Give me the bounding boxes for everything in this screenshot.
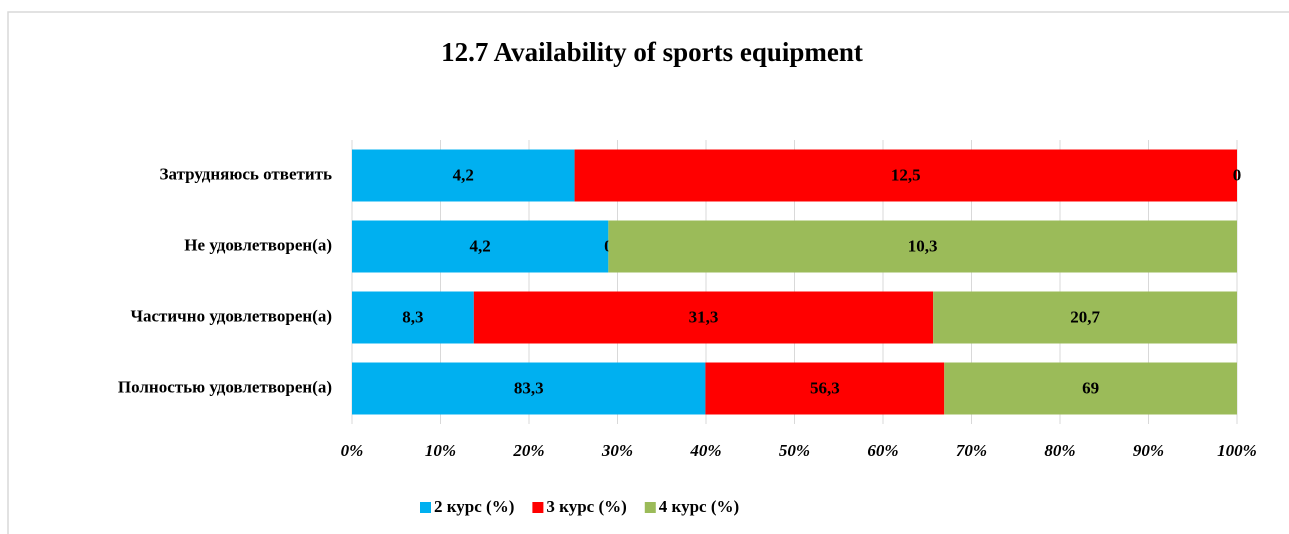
- y-tick-label: Не удовлетворен(а): [184, 235, 332, 254]
- data-label: 0: [1233, 165, 1242, 184]
- x-tick-label: 0%: [341, 441, 364, 460]
- legend-swatch: [532, 502, 544, 513]
- legend-label: 2 курс (%): [434, 497, 514, 516]
- data-label: 12,5: [891, 165, 921, 184]
- bar-segment: [933, 291, 1237, 344]
- bar-segment: [352, 291, 474, 344]
- data-label: 4,2: [470, 236, 491, 255]
- x-tick-label: 50%: [779, 441, 810, 460]
- data-label: 4,2: [453, 165, 474, 184]
- legend-swatch: [644, 502, 656, 513]
- data-label: 56,3: [810, 378, 840, 397]
- bar-segment: [944, 362, 1237, 415]
- x-tick-label: 100%: [1217, 441, 1257, 460]
- legend-label: 3 курс (%): [546, 497, 626, 516]
- legend-swatch: [420, 502, 431, 513]
- x-tick-label: 70%: [956, 441, 987, 460]
- x-tick-label: 40%: [689, 441, 721, 460]
- bar-segment: [705, 362, 945, 415]
- x-tick-label: 20%: [512, 441, 544, 460]
- bar-segment: [352, 220, 609, 273]
- bar-segment: [352, 149, 575, 202]
- bar-segment: [352, 362, 706, 415]
- x-tick-label: 80%: [1044, 441, 1075, 460]
- y-tick-label: Полностью удовлетворен(а): [118, 377, 332, 396]
- legend-label: 4 курс (%): [659, 497, 739, 516]
- data-label: 31,3: [689, 307, 719, 326]
- data-label: 20,7: [1070, 307, 1100, 326]
- x-tick-label: 30%: [601, 441, 633, 460]
- chart-title: 12.7 Availability of sports equipment: [441, 37, 863, 67]
- x-tick-label: 10%: [425, 441, 456, 460]
- bar-segment: [608, 220, 1237, 273]
- data-label: 10,3: [908, 236, 938, 255]
- data-label: 83,3: [514, 378, 544, 397]
- x-tick-label: 90%: [1133, 441, 1164, 460]
- chart-frame: [7, 11, 1289, 534]
- y-tick-label: Затрудняюсь ответить: [160, 164, 332, 183]
- bar-segment: [473, 291, 934, 344]
- data-label: 69: [1082, 378, 1099, 397]
- x-tick-label: 60%: [867, 441, 898, 460]
- bar-segment: [574, 149, 1237, 202]
- y-tick-label: Частично удовлетворен(а): [131, 306, 332, 325]
- data-label: 8,3: [402, 307, 423, 326]
